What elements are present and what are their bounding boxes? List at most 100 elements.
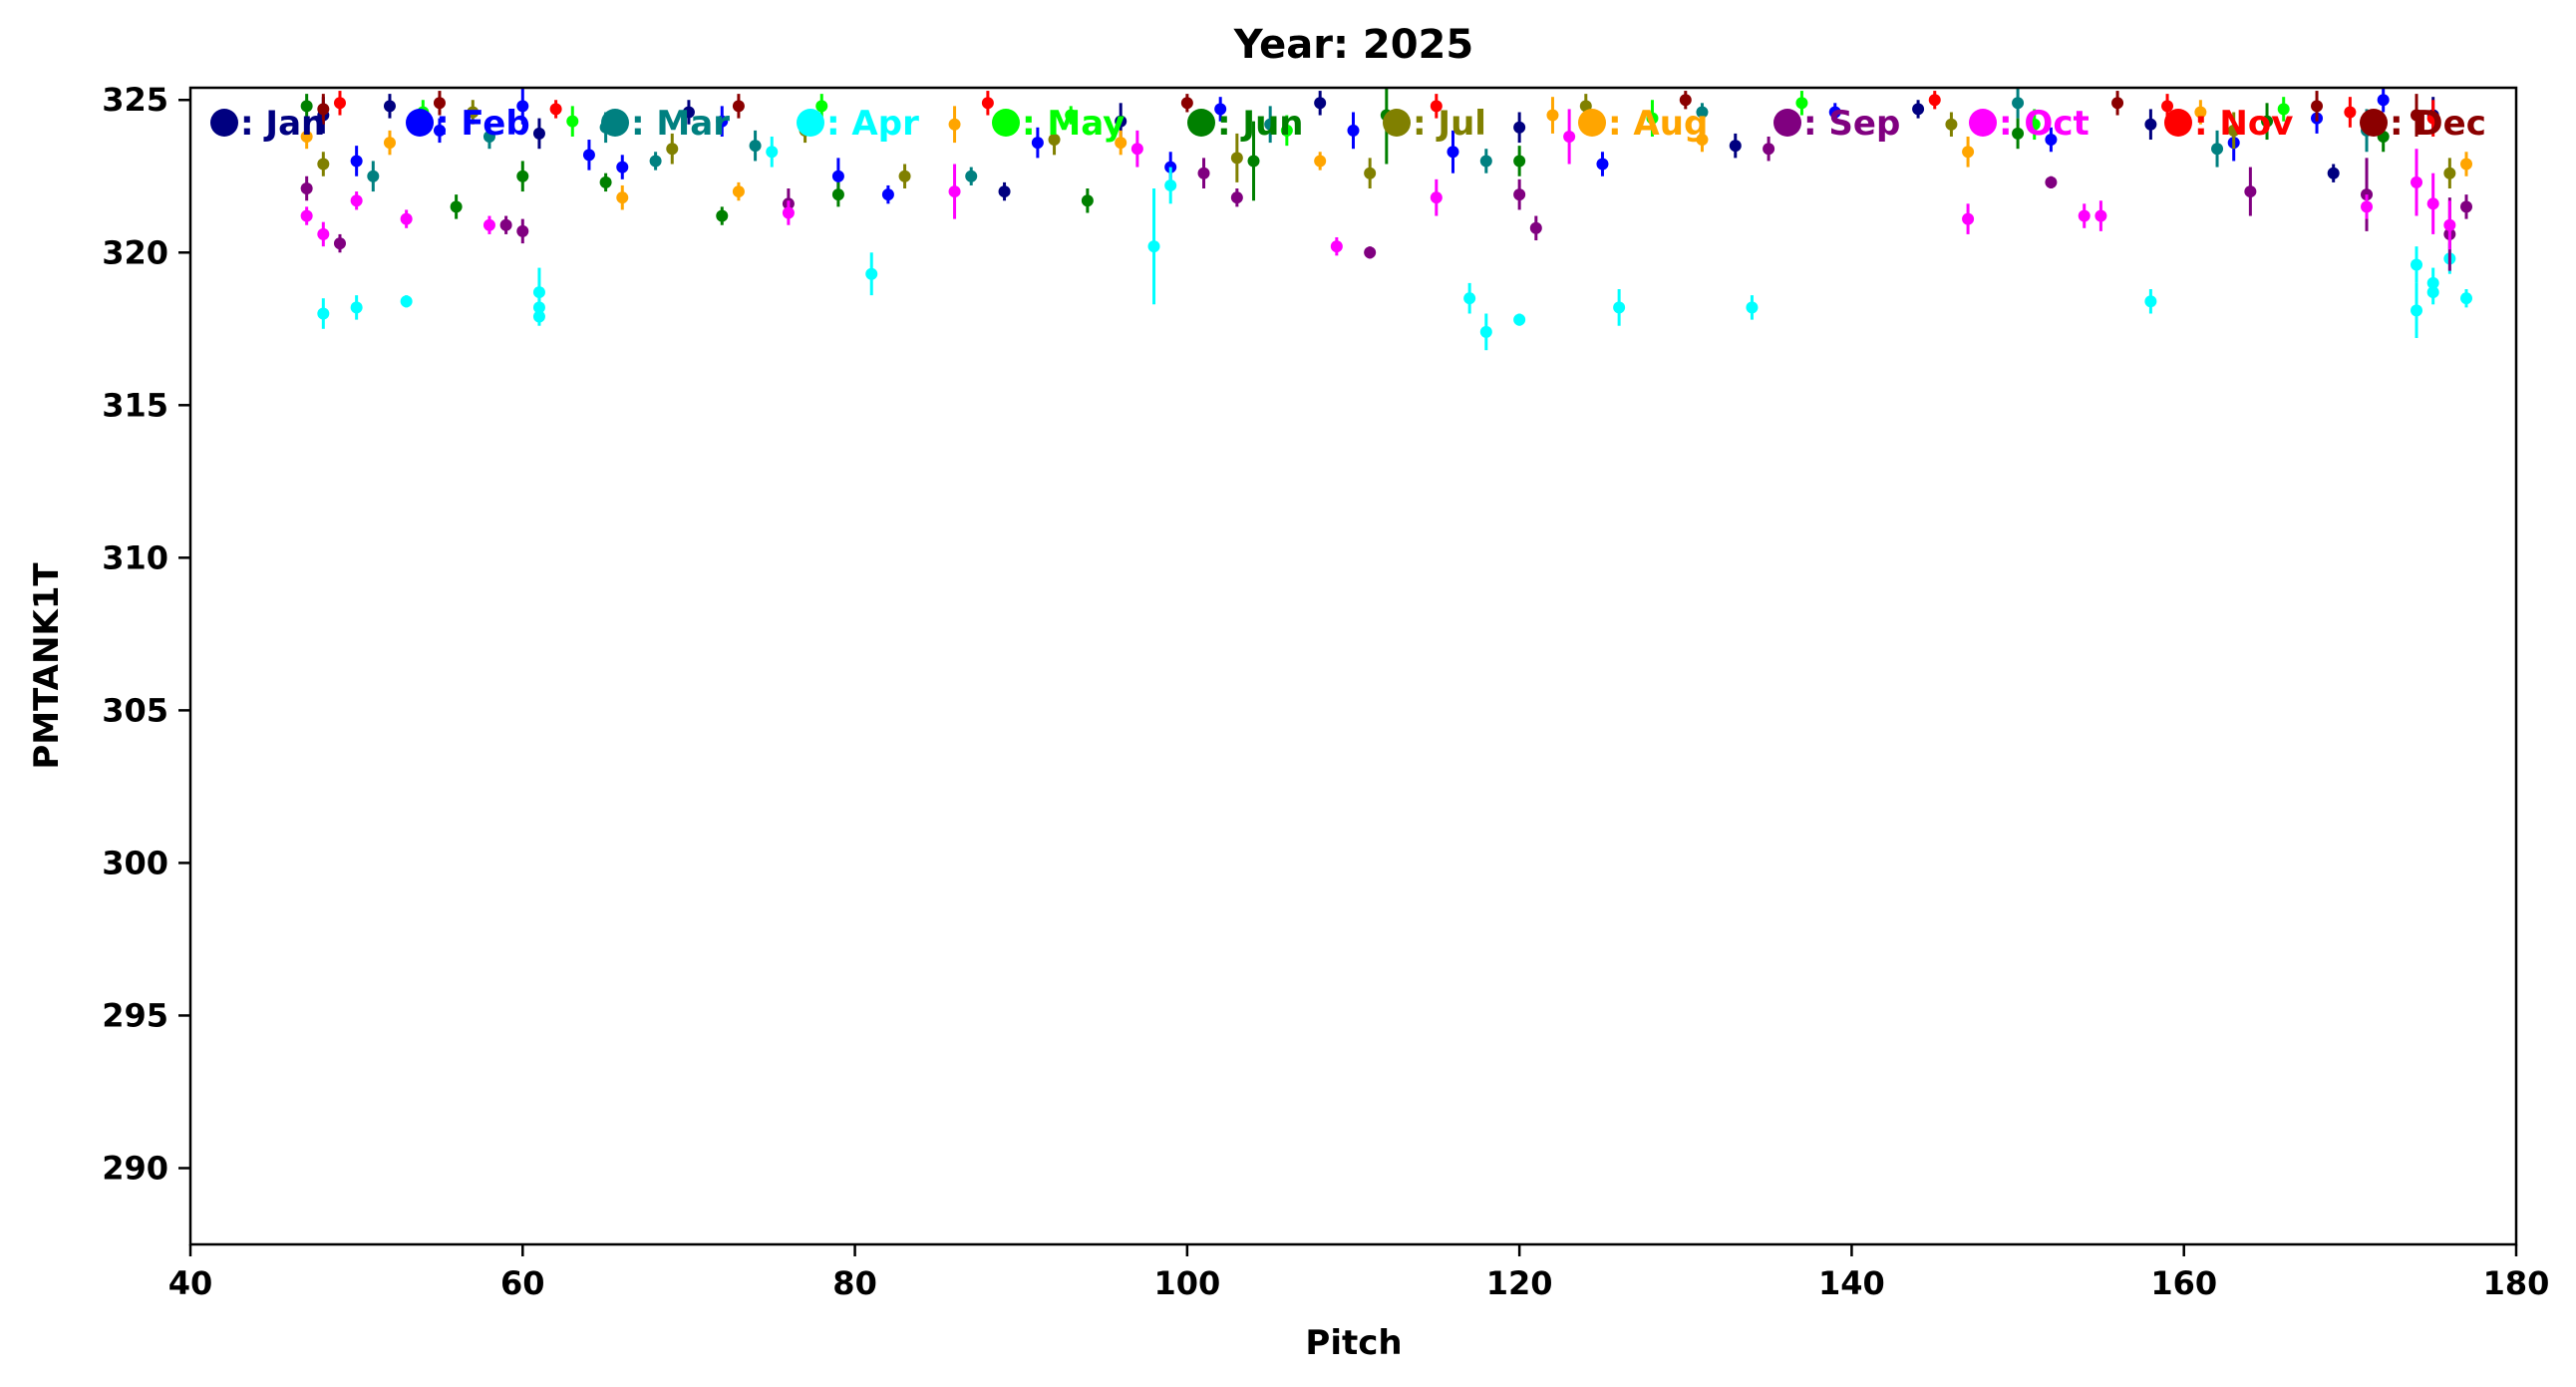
legend-label: : Feb [436, 104, 530, 144]
data-point [1679, 94, 1692, 107]
series-jan [317, 91, 2439, 201]
data-point [1115, 115, 1127, 128]
legend-item-may: : May [992, 104, 1125, 144]
data-point [383, 100, 396, 113]
data-point [483, 218, 495, 231]
data-point [1214, 103, 1227, 116]
data-point [1696, 106, 1709, 119]
legend-item-jun: : Jun [1187, 104, 1304, 144]
series-dec [317, 91, 2423, 137]
legend-label: : Aug [1608, 104, 1708, 144]
data-point [1247, 155, 1260, 168]
x-tick-label: 180 [2483, 1264, 2550, 1302]
data-point [1430, 191, 1443, 204]
data-point [881, 188, 894, 201]
legend-item-mar: : Mar [601, 104, 730, 144]
data-point [682, 106, 695, 119]
data-point [2144, 118, 2157, 131]
data-point [2161, 100, 2174, 113]
x-axis-label: Pitch [1305, 1323, 1402, 1363]
data-point [1048, 134, 1061, 147]
data-point [948, 185, 961, 198]
legend-label: : Jan [240, 104, 325, 144]
legend-item-jan: : Jan [210, 104, 325, 144]
legend-marker [1187, 109, 1215, 137]
data-point [1164, 178, 1177, 191]
data-point [333, 97, 346, 110]
data-point [981, 97, 994, 110]
data-point [1746, 301, 1759, 314]
data-point [2361, 200, 2374, 213]
data-point [2411, 109, 2423, 122]
data-point [815, 100, 828, 113]
data-point [450, 200, 463, 213]
data-point [1613, 301, 1626, 314]
legend-label: : May [1022, 104, 1125, 144]
x-tick-label: 80 [832, 1264, 877, 1302]
data-point [965, 170, 978, 182]
data-point [516, 170, 529, 182]
data-point [898, 170, 911, 182]
data-point [2261, 115, 2274, 128]
data-point [1364, 167, 1377, 179]
data-point [433, 124, 446, 137]
plot-frame [188, 86, 2518, 1246]
legend-marker [1773, 109, 1801, 137]
data-point [2277, 103, 2290, 116]
data-point [532, 286, 545, 299]
data-point [2012, 127, 2025, 140]
data-point [2411, 175, 2423, 188]
data-point [1563, 130, 1576, 143]
x-tick-label: 40 [168, 1264, 213, 1302]
data-point [616, 161, 629, 173]
data-point [1763, 143, 1775, 156]
legend-marker [797, 109, 824, 137]
data-point [2144, 295, 2157, 308]
data-point [1314, 97, 1327, 110]
data-point [2227, 124, 2240, 137]
x-tick-label: 140 [1818, 1264, 1885, 1302]
data-point [2327, 167, 2340, 179]
legend-item-nov: : Nov [2164, 104, 2293, 144]
data-point [532, 310, 545, 323]
data-point [2460, 200, 2473, 213]
data-point [782, 206, 795, 219]
legend-label: : Mar [631, 104, 730, 144]
y-tick-label: 325 [102, 81, 168, 119]
legend-item-jul: : Jul [1383, 104, 1486, 144]
data-point [1579, 100, 1592, 113]
data-point [1197, 167, 1210, 179]
legend-marker [406, 109, 434, 137]
legend-item-sep: : Sep [1773, 104, 1900, 144]
data-point [2344, 106, 2357, 119]
legend-label: : Jul [1413, 104, 1486, 144]
data-point [666, 143, 679, 156]
y-tick-label: 315 [102, 386, 168, 424]
chart-title: Year: 2025 [1233, 22, 1473, 68]
data-point [499, 218, 512, 231]
data-point [1696, 134, 1709, 147]
series-nov [333, 91, 2439, 137]
data-point [649, 155, 662, 168]
series-feb [350, 88, 2390, 204]
data-point [1031, 137, 1044, 150]
data-point [831, 170, 844, 182]
x-tick-label: 100 [1153, 1264, 1220, 1302]
data-point [350, 194, 363, 207]
data-point [549, 103, 562, 116]
legend-marker [992, 109, 1020, 137]
data-point [1330, 240, 1343, 253]
y-tick-label: 320 [102, 233, 168, 271]
legend-label: : Apr [826, 104, 919, 144]
legend-marker [210, 109, 238, 137]
x-tick-label: 120 [1486, 1264, 1553, 1302]
data-point [350, 301, 363, 314]
data-point [732, 100, 745, 113]
series-apr [317, 136, 2473, 351]
data-point [400, 295, 413, 308]
data-point [2244, 185, 2257, 198]
data-point [831, 188, 844, 201]
data-point [2443, 218, 2456, 231]
data-point [766, 146, 779, 159]
